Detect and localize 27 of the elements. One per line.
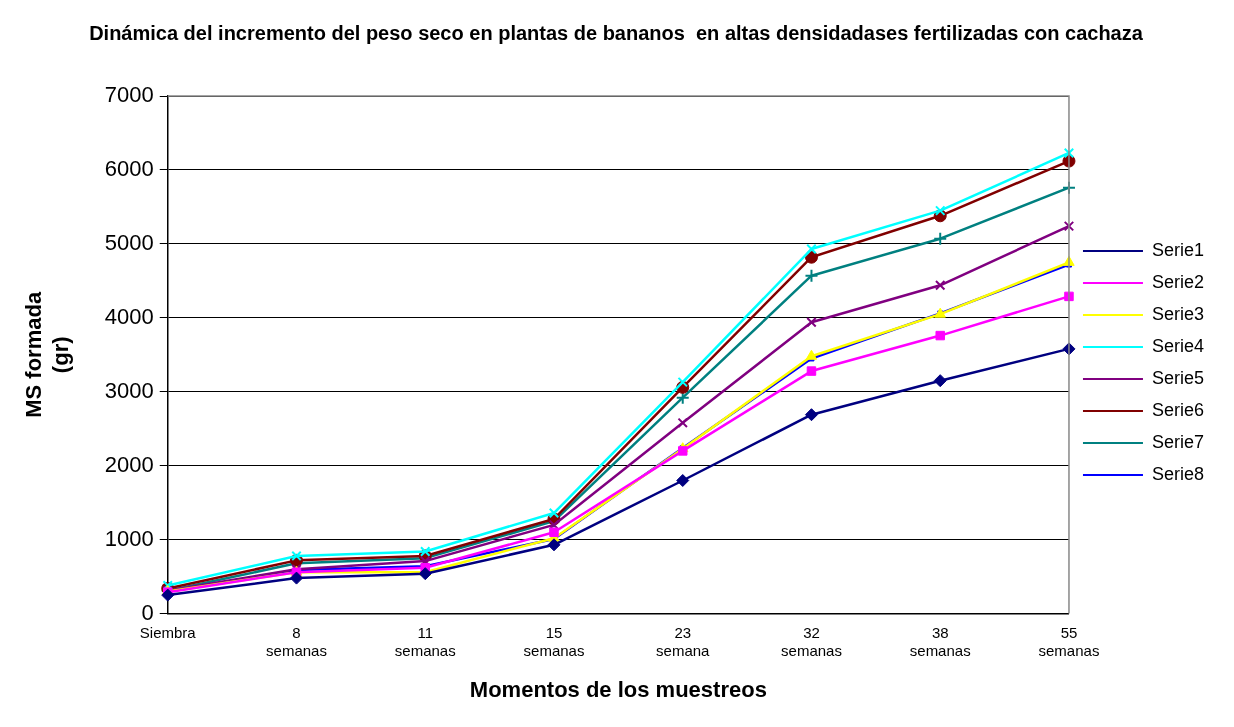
y-tick-label: 0 [141,599,154,625]
x-tick-label: 23 semana [656,623,711,659]
y-tick-label: 2000 [104,451,154,477]
y-tick-label: 1000 [104,525,154,551]
legend-label: Serie5 [1151,367,1204,388]
x-tick-label: 11 semanas [394,623,456,659]
y-tick-label: 5000 [104,229,154,255]
x-tick-label: 32 semanas [781,623,842,659]
legend-label: Serie4 [1151,335,1204,356]
legend-label: Serie8 [1151,463,1204,484]
y-tick-label: 3000 [104,377,154,403]
x-tick-label: Siembra [139,623,197,641]
legend-label: Serie7 [1151,431,1204,452]
x-tick-label: 38 semanas [909,623,971,659]
legend-label: Serie3 [1151,303,1204,324]
legend-label: Serie6 [1151,399,1204,420]
legend-label: Serie1 [1151,239,1204,260]
y-tick-label: 7000 [104,82,154,108]
y-axis-title: MS formada (gr) [21,291,73,418]
x-tick-label: 15 semanas [523,623,585,659]
x-tick-label: 55 semanas [1038,623,1100,659]
legend-label: Serie2 [1151,271,1204,292]
x-tick-label: 8 semanas [266,623,327,659]
y-tick-label: 4000 [104,303,154,329]
chart-title: Dinámica del incremento del peso seco en plantas de bananos en altas densidadases fertilizadas con cachaza [89,21,1144,44]
y-tick-label: 6000 [104,156,154,182]
x-axis-title: Momentos de los muestreos [469,676,767,702]
